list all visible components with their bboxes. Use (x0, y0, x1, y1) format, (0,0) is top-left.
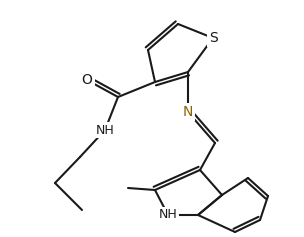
Text: N: N (183, 105, 193, 119)
Text: NH: NH (96, 123, 114, 137)
Text: O: O (81, 73, 92, 87)
Text: NH: NH (159, 209, 177, 222)
Text: S: S (209, 31, 217, 45)
